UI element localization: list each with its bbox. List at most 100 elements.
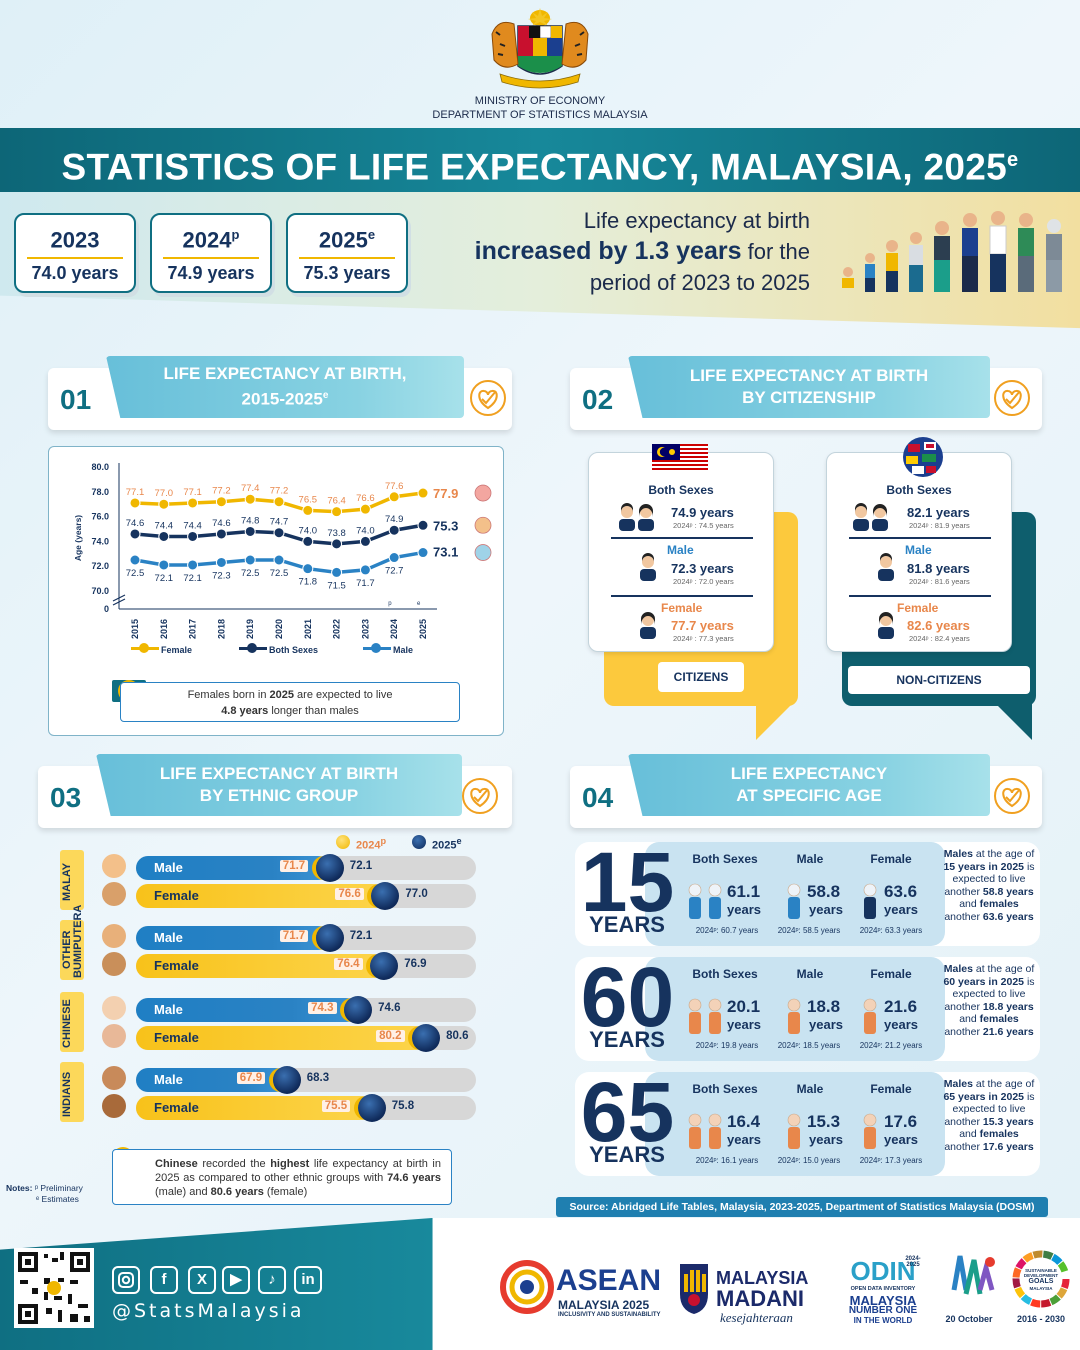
qr-code[interactable] bbox=[14, 1248, 94, 1328]
both-sexes-value: 20.1 bbox=[727, 997, 761, 1016]
instagram-icon[interactable] bbox=[112, 1266, 140, 1294]
data-label: 77.4 bbox=[241, 483, 260, 494]
legend-2025-sup: e bbox=[456, 836, 462, 846]
data-point bbox=[244, 525, 256, 537]
data-point bbox=[302, 535, 314, 547]
value-2025: 72.1 bbox=[349, 860, 373, 872]
data-label: 74.6 bbox=[212, 518, 231, 529]
ethnic-bar-track: Male 74.3 74.6 bbox=[136, 996, 476, 1024]
section-title-line-1: LIFE EXPECTANCY bbox=[730, 764, 888, 783]
x-tick-label: 2017 bbox=[188, 619, 198, 639]
male-value: 58.8 bbox=[807, 882, 841, 901]
data-point bbox=[359, 535, 371, 547]
ethnic-highest-note: Chinese recorded the highest life expect… bbox=[112, 1149, 452, 1205]
year-value: 74.9 years bbox=[167, 263, 255, 284]
marker-2025 bbox=[370, 952, 399, 980]
tiktok-icon[interactable]: ♪ bbox=[258, 1266, 286, 1294]
note-text: life expectancy at birth in 2025 as comp… bbox=[155, 1158, 441, 1184]
age-number: 60 bbox=[580, 950, 675, 1044]
citizens-card: Both Sexes 74.9 years 2024ᵖ : 74.5 years… bbox=[588, 452, 774, 652]
data-point bbox=[187, 559, 199, 571]
data-label: 71.8 bbox=[299, 577, 318, 588]
x-tick-label: 2025 bbox=[418, 619, 428, 639]
note-text: at the age of bbox=[972, 1078, 1035, 1090]
data-point bbox=[388, 491, 400, 503]
year-label: 2023 bbox=[50, 227, 100, 253]
citizens-female-value: 77.7 years bbox=[671, 618, 734, 633]
value-2025: 68.3 bbox=[306, 1072, 330, 1084]
data-label: 75.3 bbox=[433, 518, 458, 533]
data-point bbox=[129, 554, 141, 566]
male-prev: 2024ᵖ: 18.5 years bbox=[777, 1041, 841, 1050]
x-tick-label: 2016 bbox=[159, 619, 169, 639]
sdg-line-3: GOALS bbox=[1028, 1278, 1054, 1285]
data-point bbox=[302, 563, 314, 575]
both-sexes-label: Both Sexes bbox=[648, 483, 714, 497]
data-label: 77.2 bbox=[212, 486, 231, 497]
marker-2025 bbox=[412, 1024, 441, 1052]
note-text-c: longer than males bbox=[268, 705, 359, 717]
age-number: 65 bbox=[580, 1065, 675, 1159]
col-female: Female bbox=[870, 967, 912, 981]
life-stages-illustration bbox=[842, 211, 1062, 292]
data-point bbox=[215, 556, 227, 568]
ethnic-group-name: INDIANS bbox=[61, 1071, 73, 1117]
data-label: 72.7 bbox=[385, 566, 404, 577]
data-label: 72.1 bbox=[155, 573, 174, 584]
both-sexes-prev: 2024ᵖ: 60.7 years bbox=[695, 926, 759, 935]
value-2024: 67.9 bbox=[236, 1072, 266, 1084]
x-tick-marker: e bbox=[417, 601, 421, 607]
data-label: 74.0 bbox=[356, 525, 375, 536]
age-years-word: YEARS bbox=[589, 912, 665, 937]
value-2025: 72.1 bbox=[349, 930, 373, 942]
value-2024: 75.5 bbox=[321, 1100, 351, 1112]
years-unit: years bbox=[727, 1132, 761, 1147]
marker-2025 bbox=[315, 924, 344, 952]
data-point bbox=[244, 493, 256, 505]
note-bold: 17.6 years bbox=[982, 1140, 1034, 1153]
note-text: and bbox=[959, 1013, 980, 1026]
years-unit: years bbox=[884, 902, 918, 917]
year-value: 75.3 years bbox=[303, 263, 391, 284]
madani-line-2: MADANI bbox=[716, 1286, 804, 1311]
youtube-icon[interactable]: ▶ bbox=[222, 1266, 250, 1294]
age-block-15: 15 YEARS Both Sexes Male Female 61.1 years 2024… bbox=[575, 835, 1040, 946]
section-title: LIFE EXPECTANCY AT BIRTH BY CITIZENSHIP bbox=[628, 356, 990, 418]
data-point bbox=[388, 552, 400, 564]
male-prev: 2024ᵖ: 58.5 years bbox=[777, 926, 841, 935]
headline-line-2: for the bbox=[741, 239, 810, 264]
female-male-gap-note: Females born in 2025 are expected to liv… bbox=[120, 682, 460, 722]
data-label: 77.2 bbox=[270, 486, 289, 497]
social-handle[interactable]: @StatsMalaysia bbox=[112, 1300, 305, 1322]
x-icon[interactable]: X bbox=[188, 1266, 216, 1294]
citizens-female-prev: 2024ᵖ : 77.3 years bbox=[673, 634, 734, 643]
noncitizens-both-value: 82.1 years bbox=[907, 505, 970, 520]
linkedin-icon[interactable]: in bbox=[294, 1266, 322, 1294]
y-tick-label: 0 bbox=[104, 604, 109, 614]
note-text-b: are expected to live bbox=[293, 689, 393, 701]
data-point bbox=[244, 554, 256, 566]
note-bold-years: 4.8 years bbox=[221, 705, 269, 717]
note-year: 2025 bbox=[269, 689, 294, 701]
y-tick-label: 70.0 bbox=[91, 586, 109, 596]
title-superscript: e bbox=[1007, 149, 1019, 171]
data-label: 73.8 bbox=[327, 528, 346, 539]
noncitizens-card: Both Sexes 82.1 years 2024ᵖ : 81.9 years… bbox=[826, 452, 1012, 652]
footnotes: Notes: ᵖ Preliminary ᵉ Estimates bbox=[6, 1183, 83, 1205]
ethnic-group-label: MALAY bbox=[61, 854, 84, 910]
section-title-line-2: BY CITIZENSHIP bbox=[742, 388, 876, 407]
col-male: Male bbox=[796, 967, 824, 981]
marker-2025 bbox=[371, 882, 400, 910]
note-bold: Males bbox=[943, 848, 973, 860]
age-note: Males at the age of 15 years in 2025 is … bbox=[941, 848, 1037, 924]
col-male: Male bbox=[796, 852, 824, 866]
x-tick-label: 2018 bbox=[216, 619, 226, 639]
male-face-icon bbox=[102, 924, 126, 948]
noncitizens-both-prev: 2024ᵖ : 81.9 years bbox=[909, 521, 970, 530]
facebook-icon[interactable]: f bbox=[150, 1266, 178, 1294]
data-point bbox=[158, 530, 170, 542]
data-point bbox=[273, 554, 285, 566]
female-prev: 2024ᵖ: 63.3 years bbox=[859, 926, 923, 935]
year-sup: p bbox=[231, 227, 240, 242]
male-prev: 2024ᵖ: 15.0 years bbox=[777, 1156, 841, 1165]
